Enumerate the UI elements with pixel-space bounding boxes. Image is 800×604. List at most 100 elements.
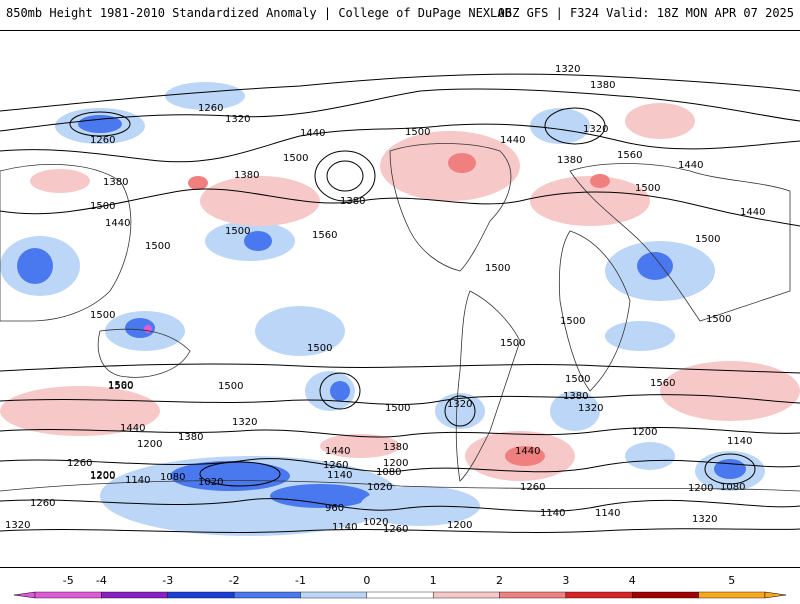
colorbar-swatch (34, 591, 102, 599)
contour-label: 1140 (540, 508, 565, 519)
contour-label: 1320 (583, 124, 608, 135)
contour-label: 1500 (225, 226, 250, 237)
contour-label: 1140 (327, 470, 352, 481)
colorbar-tick-label: -2 (229, 574, 240, 587)
contour-label: 1380 (234, 170, 259, 181)
contour-label: 1380 (340, 196, 365, 207)
contour-label: 1380 (383, 442, 408, 453)
contour-label: 1200 (137, 439, 162, 450)
contour-label: 1560 (650, 378, 675, 389)
contour-label: 1080 (720, 482, 745, 493)
colorbar-swatch (632, 591, 699, 599)
contour-label: 1500 (218, 381, 243, 392)
contour-label: 1140 (595, 508, 620, 519)
colorbar-swatch (565, 591, 633, 599)
contour-label: 1440 (515, 446, 540, 457)
contour-label: 1440 (740, 207, 765, 218)
contour-label: 1200 (90, 470, 115, 481)
contour-label: 1500 (90, 201, 115, 212)
contour-label: 1260 (198, 103, 223, 114)
contour-label: 1500 (145, 241, 170, 252)
contour-label: 1380 (557, 155, 582, 166)
chart-title: 850mb Height 1981-2010 Standardized Anom… (6, 6, 512, 20)
contour-label: 960 (325, 503, 344, 514)
contour-label: 1440 (325, 446, 350, 457)
contour-label: 1320 (555, 64, 580, 75)
anomaly-map[interactable]: 1320 1380 1260 1320 1260 1440 1500 1380 … (0, 30, 800, 568)
contour-label: 1140 (125, 475, 150, 486)
contour-label: 1500 (695, 234, 720, 245)
colorbar-tick-label: -5 (63, 574, 74, 587)
contour-label: 1560 (108, 381, 133, 392)
colorbar-svg: -5 -4 -3 -2 -1 0 1 2 3 4 5 (13, 574, 787, 599)
colorbar-tick-label: 0 (363, 574, 370, 587)
colorbar-swatch (167, 591, 235, 599)
contour-label: 1080 (376, 467, 401, 478)
contour-label: 1200 (383, 458, 408, 469)
contour-label: 1200 (90, 471, 115, 482)
colorbar-swatch (698, 591, 766, 599)
contour-label: 1080 (160, 472, 185, 483)
contour-label: 1260 (90, 135, 115, 146)
colorbar-swatch (432, 591, 500, 599)
colorbar-tick-label: 1 (430, 574, 437, 587)
colorbar-swatch (101, 591, 168, 599)
contour-label: 1260 (520, 482, 545, 493)
anomaly-colorbar: -5 -4 -3 -2 -1 0 1 2 3 4 5 (0, 570, 800, 600)
contour-label: 1560 (312, 230, 337, 241)
contour-label: 1320 (225, 114, 250, 125)
colorbar-swatch (300, 591, 368, 599)
contour-label: 1020 (363, 517, 388, 528)
contour-label: 1500 (90, 310, 115, 321)
contour-label: 1260 (323, 460, 348, 471)
contour-label: 1440 (105, 218, 130, 229)
contour-label: 1140 (332, 522, 357, 533)
contour-labels: 1320 1380 1260 1320 1260 1440 1500 1380 … (5, 64, 765, 535)
contour-label: 1500 (706, 314, 731, 325)
colorbar-tick-label: 3 (562, 574, 569, 587)
contour-label: 1500 (485, 263, 510, 274)
coastlines (0, 143, 800, 492)
contour-label: 1260 (67, 458, 92, 469)
colorbar-right-arrow (764, 591, 787, 599)
contour-label: 1440 (678, 160, 703, 171)
contour-label: 1020 (198, 477, 223, 488)
contour-label: 1260 (30, 498, 55, 509)
contour-label: 1380 (178, 432, 203, 443)
contour-label: 1500 (500, 338, 525, 349)
colorbar-swatch (499, 591, 567, 599)
contour-label: 1380 (563, 391, 588, 402)
contour-label: 1320 (447, 399, 472, 410)
colorbar-tick-label: 4 (629, 574, 636, 587)
contour-label: 1560 (617, 150, 642, 161)
contour-label: 1320 (232, 417, 257, 428)
contour-label: 1320 (578, 403, 603, 414)
contour-label: 1500 (405, 127, 430, 138)
contour-label: 1500 (307, 343, 332, 354)
contour-label: 1500 (560, 316, 585, 327)
colorbar-left-arrow (13, 591, 36, 599)
colorbar-swatch (366, 591, 434, 599)
contour-label: 1500 (283, 153, 308, 164)
contour-label: 1200 (688, 483, 713, 494)
header: 850mb Height 1981-2010 Standardized Anom… (0, 0, 800, 30)
colorbar-tick-label: -3 (162, 574, 173, 587)
contour-label: 1500 (635, 183, 660, 194)
contour-label: 1020 (367, 482, 392, 493)
contour-label: 1380 (590, 80, 615, 91)
contour-label: 1200 (632, 427, 657, 438)
colorbar-swatch (233, 591, 301, 599)
contour-label: 1320 (5, 520, 30, 531)
contour-label: 1500 (108, 380, 133, 391)
contour-label: 1200 (447, 520, 472, 531)
contour-label: 1140 (727, 436, 752, 447)
contour-label: 1440 (300, 128, 325, 139)
model-valid-time: 06Z GFS | F324 Valid: 18Z MON APR 07 202… (497, 6, 794, 20)
colorbar-tick-label: 5 (728, 574, 735, 587)
colorbar-tick-label: -1 (295, 574, 306, 587)
contour-label: 1320 (692, 514, 717, 525)
height-contours (0, 73, 800, 533)
colorbar-tick-label: 2 (496, 574, 503, 587)
contour-label: 1440 (120, 423, 145, 434)
contour-label: 1440 (500, 135, 525, 146)
